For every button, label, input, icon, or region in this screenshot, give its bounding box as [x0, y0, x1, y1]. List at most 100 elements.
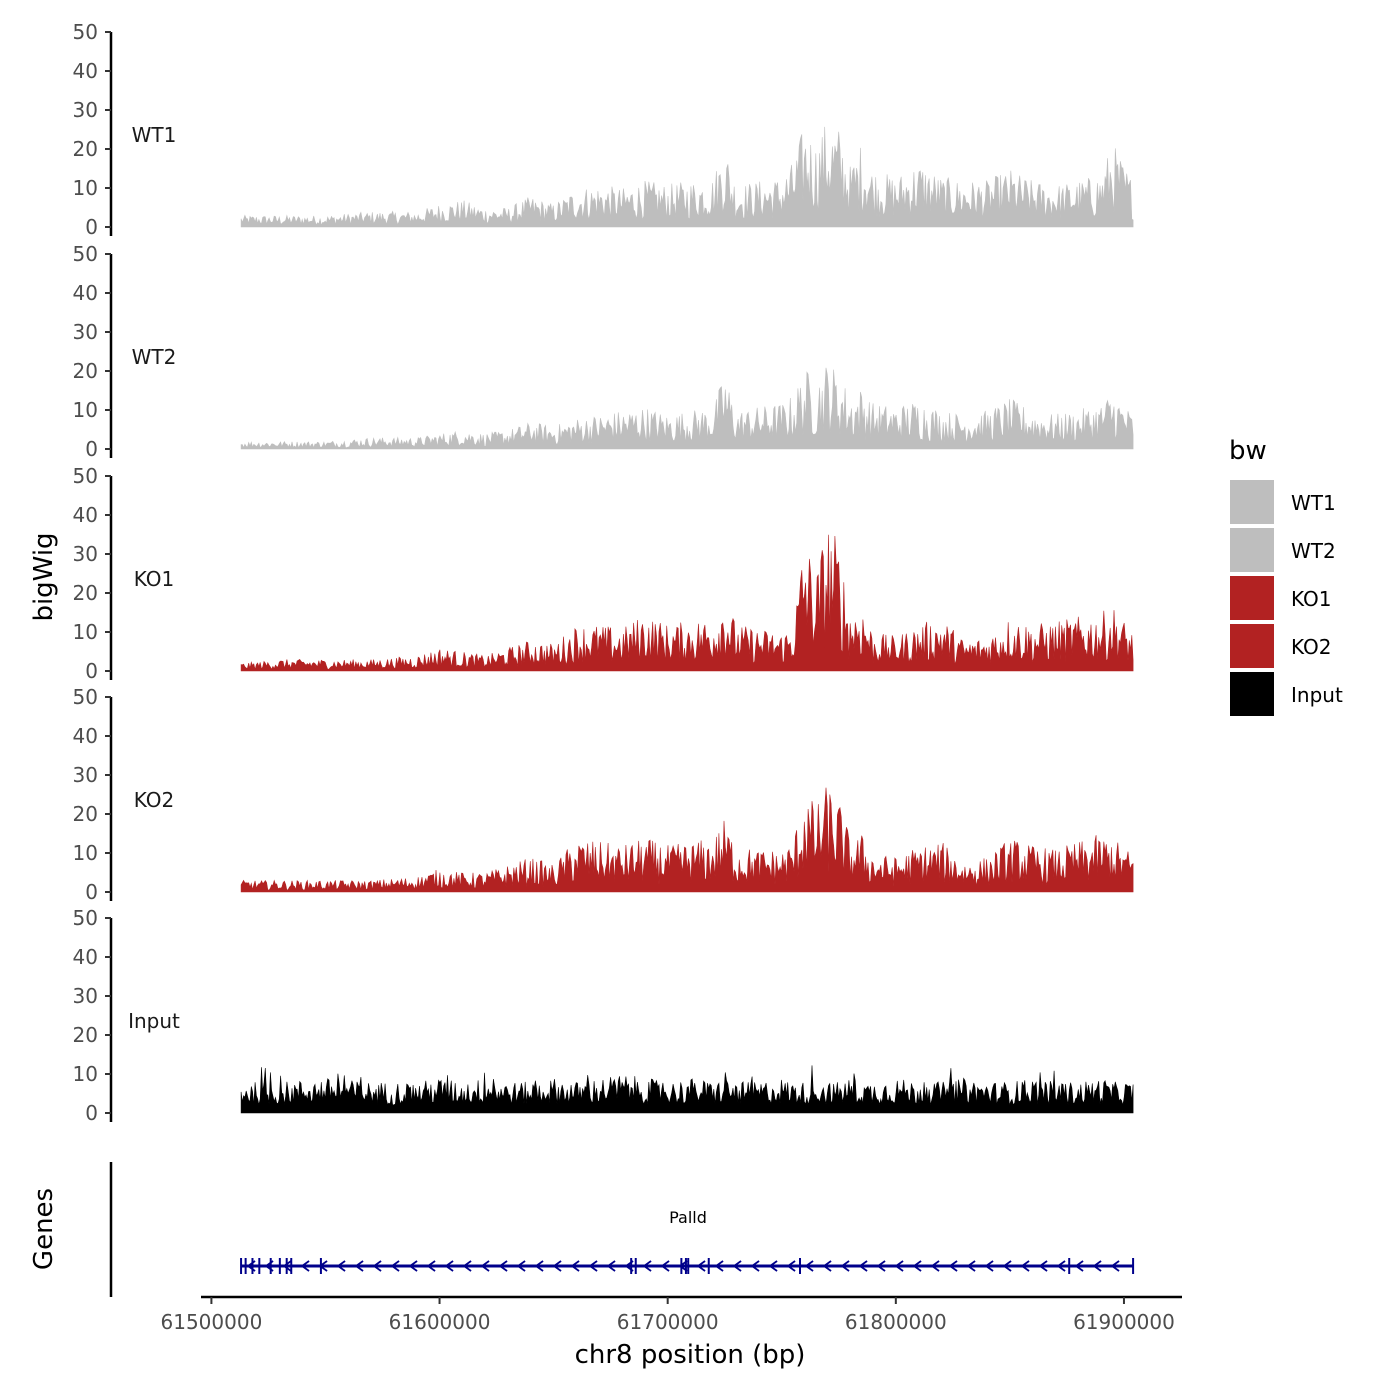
gene-track-panel: Genes Palld	[29, 1162, 1135, 1297]
legend-swatch-input	[1230, 672, 1274, 716]
x-axis-title: chr8 position (bp)	[575, 1340, 806, 1370]
signal-area-wt1	[240, 126, 1134, 228]
y-tick-label: 0	[85, 659, 98, 683]
y-tick-label: 30	[73, 320, 98, 344]
y-tick-label: 40	[73, 59, 98, 83]
gene-model	[240, 1258, 1135, 1274]
signal-tracks: 0 10 20 30 40 50 WT1 0 10 20 30 40 50 WT2 0 10 20 30 40 50 K…	[73, 20, 1134, 1125]
legend-label-ko1: KO1	[1291, 587, 1332, 611]
strand-arrow	[750, 1260, 760, 1272]
y-tick-label: 20	[73, 581, 98, 605]
legend-label-wt1: WT1	[1291, 491, 1336, 515]
y-tick-label: 30	[73, 542, 98, 566]
strand-arrow	[894, 1260, 904, 1272]
x-tick-label: 61500000	[161, 1310, 263, 1334]
strand-arrow	[876, 1260, 886, 1272]
strand-arrow	[390, 1260, 400, 1272]
legend-title: bw	[1229, 436, 1267, 466]
signal-area-ko2	[240, 787, 1134, 893]
genes-axis-title: Genes	[29, 1188, 59, 1270]
signal-area-ko1	[240, 534, 1134, 672]
legend-label-ko2: KO2	[1291, 635, 1332, 659]
legend-swatch-ko2	[1230, 624, 1274, 668]
strand-arrow	[912, 1260, 922, 1272]
strand-arrow	[948, 1260, 958, 1272]
strand-arrow	[1092, 1260, 1102, 1272]
strand-arrow	[354, 1260, 364, 1272]
x-tick-label: 61700000	[617, 1310, 719, 1334]
strand-arrow	[372, 1260, 382, 1272]
y-tick-label: 10	[73, 398, 98, 422]
y-tick-label: 10	[73, 1062, 98, 1086]
y-tick-label: 20	[73, 1023, 98, 1047]
y-tick-label: 30	[73, 984, 98, 1008]
track-label-ko2: KO2	[134, 788, 175, 812]
legend-swatch-ko1	[1230, 576, 1274, 620]
y-tick-label: 10	[73, 176, 98, 200]
strand-arrow	[1002, 1260, 1012, 1272]
strand-arrow	[516, 1260, 526, 1272]
strand-arrow	[678, 1260, 688, 1272]
strand-arrow	[300, 1260, 310, 1272]
track-wt1: 0 10 20 30 40 50 WT1	[73, 20, 1134, 239]
y-tick-label: 20	[73, 359, 98, 383]
strand-arrow	[768, 1260, 778, 1272]
y-tick-label: 40	[73, 724, 98, 748]
y-tick-label: 40	[73, 945, 98, 969]
legend-swatch-wt1	[1230, 480, 1274, 524]
track-label-wt1: WT1	[132, 123, 177, 147]
track-label-wt2: WT2	[132, 345, 177, 369]
strand-arrow	[462, 1260, 472, 1272]
y-tick-label: 20	[73, 137, 98, 161]
strand-arrow	[444, 1260, 454, 1272]
signal-area-input	[240, 1065, 1134, 1114]
track-input: 0 10 20 30 40 50 Input	[73, 906, 1134, 1125]
y-tick-label: 0	[85, 880, 98, 904]
y-tick-label: 50	[73, 242, 98, 266]
legend-label-input: Input	[1291, 683, 1343, 707]
strand-arrow	[570, 1260, 580, 1272]
y-tick-label: 0	[85, 437, 98, 461]
track-ko1: 0 10 20 30 40 50 KO1	[73, 464, 1134, 683]
y-tick-label: 50	[73, 906, 98, 930]
strand-arrow	[714, 1260, 724, 1272]
y-tick-label: 50	[73, 685, 98, 709]
strand-arrow	[984, 1260, 994, 1272]
strand-arrow	[282, 1260, 292, 1272]
y-tick-label: 50	[73, 464, 98, 488]
track-label-ko1: KO1	[134, 567, 175, 591]
strand-arrow	[606, 1260, 616, 1272]
strand-arrow	[642, 1260, 652, 1272]
track-wt2: 0 10 20 30 40 50 WT2	[73, 242, 1134, 461]
strand-arrow	[1020, 1260, 1030, 1272]
signal-area-wt2	[240, 367, 1134, 450]
legend-swatch-wt2	[1230, 528, 1274, 572]
strand-arrow	[408, 1260, 418, 1272]
y-tick-label: 20	[73, 802, 98, 826]
strand-arrow	[858, 1260, 868, 1272]
legend-label-wt2: WT2	[1291, 539, 1336, 563]
strand-arrow	[660, 1260, 670, 1272]
y-tick-label: 10	[73, 620, 98, 644]
strand-arrow	[588, 1260, 598, 1272]
x-tick-label: 61800000	[845, 1310, 947, 1334]
strand-arrow	[966, 1260, 976, 1272]
gene-label: Palld	[669, 1208, 707, 1227]
y-tick-label: 30	[73, 98, 98, 122]
strand-arrow	[1056, 1260, 1066, 1272]
y-axis-title: bigWig	[29, 532, 59, 621]
strand-arrow	[696, 1260, 706, 1272]
strand-arrow	[552, 1260, 562, 1272]
x-axis: 61500000 61600000 61700000 61800000 61900000	[161, 1295, 1182, 1334]
strand-arrow	[822, 1260, 832, 1272]
strand-arrow	[1038, 1260, 1048, 1272]
strand-arrow	[426, 1260, 436, 1272]
y-tick-label: 0	[85, 215, 98, 239]
strand-arrow	[840, 1260, 850, 1272]
strand-arrow	[1074, 1260, 1084, 1272]
y-tick-label: 50	[73, 20, 98, 44]
strand-arrow	[534, 1260, 544, 1272]
y-tick-label: 10	[73, 841, 98, 865]
strand-arrow	[732, 1260, 742, 1272]
